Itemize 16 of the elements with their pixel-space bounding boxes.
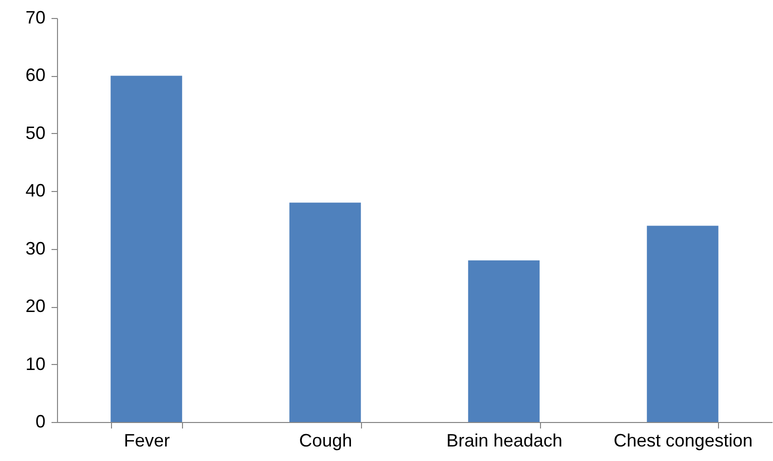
y-tick-label: 30 <box>25 238 46 258</box>
x-tick-label: Fever <box>124 430 170 450</box>
y-tick-label: 0 <box>35 412 46 432</box>
x-tick-label: Brain headach <box>446 430 562 450</box>
bar <box>468 260 540 422</box>
y-tick-label: 60 <box>25 65 46 86</box>
y-tick-label: 70 <box>25 8 46 28</box>
bar <box>646 226 718 422</box>
x-tick-label: Chest congestion <box>614 430 753 450</box>
bar <box>289 202 361 422</box>
y-tick-label: 40 <box>25 180 46 201</box>
x-tick-label: Cough <box>299 430 352 450</box>
y-tick-label: 10 <box>25 354 46 374</box>
bar <box>110 76 182 422</box>
y-tick-label: 20 <box>25 296 46 316</box>
y-tick-label: 50 <box>25 122 46 143</box>
